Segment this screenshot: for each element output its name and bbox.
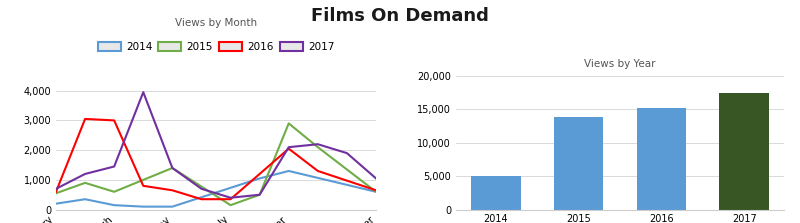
Legend: 2014, 2015, 2016, 2017: 2014, 2015, 2016, 2017	[94, 38, 338, 57]
Bar	[554, 117, 603, 210]
Text: Films On Demand: Films On Demand	[311, 7, 489, 25]
Bar	[719, 93, 769, 210]
Bar	[471, 176, 521, 210]
Bar	[637, 108, 686, 210]
Title: Views by Year: Views by Year	[584, 60, 656, 70]
Title: Views by Month: Views by Month	[175, 18, 257, 28]
